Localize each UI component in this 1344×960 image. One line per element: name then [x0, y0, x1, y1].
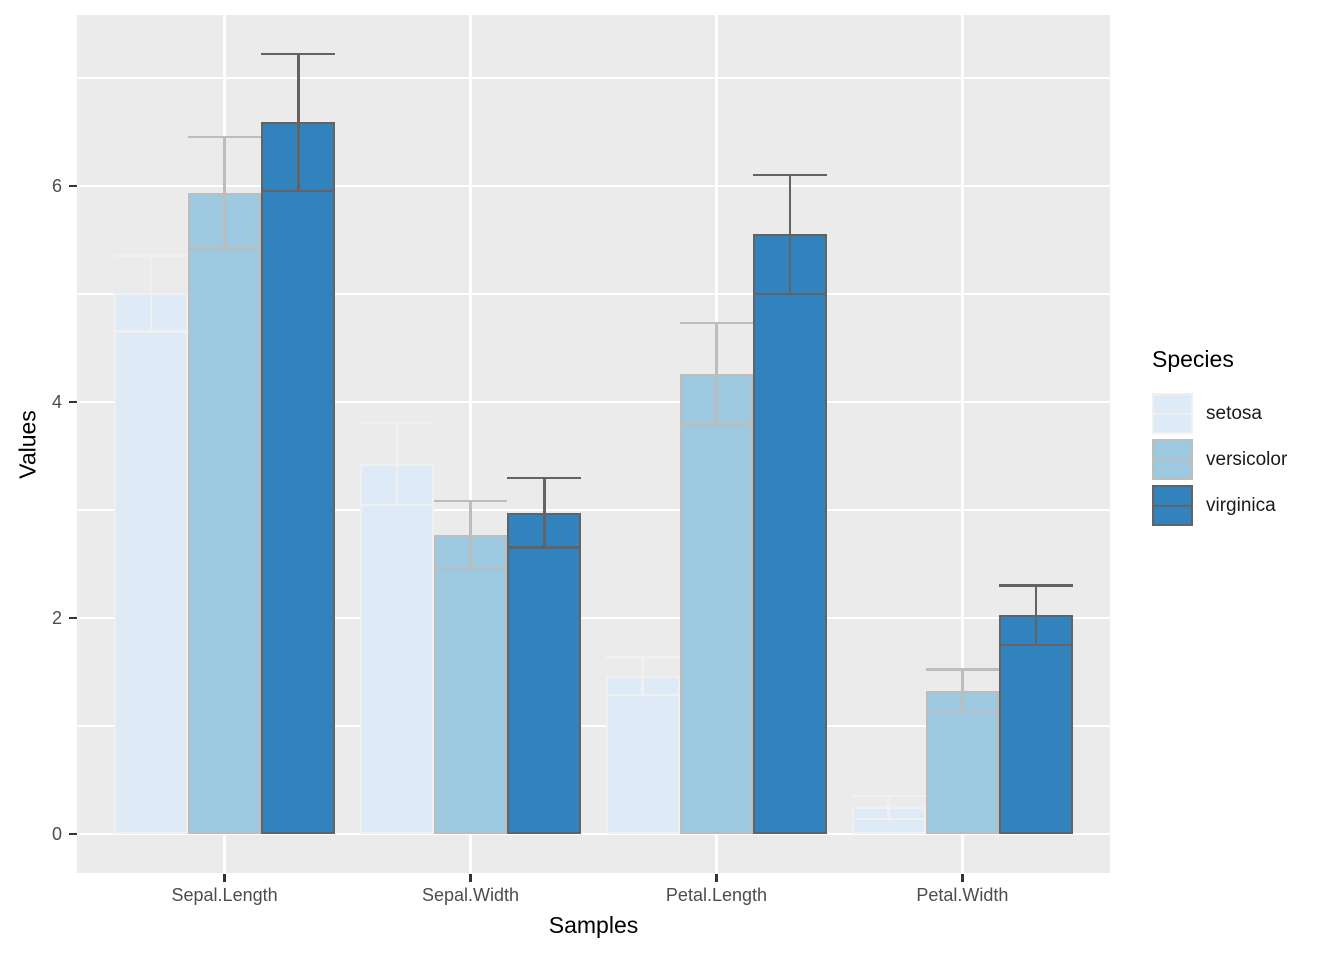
x-tick-label-sepal-length: Sepal.Length [171, 885, 278, 905]
gridline-major-petal-width [961, 15, 964, 873]
y-tick-label-4: 4 [51, 392, 62, 412]
y-tick-label-0: 0 [51, 824, 62, 844]
errorbar-setosa-petal-width-cap-bottom [851, 817, 926, 820]
errorbar-virginica-petal-width-cap-top [999, 584, 1074, 587]
bar-versicolor-petal-width [925, 690, 1000, 834]
x-tick-mark-sepal-length [223, 874, 226, 882]
errorbar-setosa-petal-width-line [887, 796, 890, 819]
errorbar-virginica-sepal-length-line [297, 53, 300, 192]
errorbar-versicolor-sepal-width-cap-top [433, 499, 508, 503]
x-tick-mark-petal-length [715, 874, 718, 882]
bar-virginica-sepal-length [261, 122, 336, 834]
errorbar-virginica-petal-width-line [1035, 585, 1038, 645]
legend-title: Species [1152, 346, 1234, 372]
legend-label-setosa: setosa [1206, 402, 1262, 424]
bar-versicolor-petal-length [679, 373, 754, 834]
errorbar-setosa-sepal-width-cap-bottom [359, 503, 434, 506]
y-tick-mark-6 [69, 184, 77, 188]
x-tick-label-petal-length: Petal.Length [665, 885, 768, 905]
gridline-major-y0 [77, 832, 1110, 836]
x-tick-mark-petal-width [961, 874, 964, 882]
gridline-major-sepal-width [469, 15, 472, 873]
y-tick-mark-4 [69, 400, 77, 404]
legend-key-versicolor [1152, 439, 1193, 480]
bar-virginica-petal-width [999, 615, 1074, 834]
errorbar-versicolor-sepal-width-line [469, 500, 472, 569]
errorbar-versicolor-sepal-length-cap-top [187, 135, 262, 139]
errorbar-virginica-petal-width-cap-bottom [999, 643, 1074, 647]
x-axis-title: Samples [548, 912, 639, 938]
y-tick-mark-0 [69, 832, 77, 836]
errorbar-virginica-sepal-length-cap-top [261, 52, 336, 55]
bar-versicolor-sepal-width [433, 534, 508, 834]
errorbar-setosa-petal-length-line [641, 657, 644, 695]
errorbar-virginica-sepal-width-cap-bottom [507, 546, 582, 549]
y-tick-label-6: 6 [51, 176, 62, 196]
legend-key-virginica [1152, 485, 1193, 526]
bar-setosa-petal-length [605, 676, 680, 834]
errorbar-versicolor-petal-length-line [715, 323, 718, 425]
errorbar-setosa-sepal-length-cap-bottom [113, 330, 188, 333]
x-tick-label-sepal-width: Sepal.Width [421, 885, 520, 905]
legend-item-versicolor: versicolor [1152, 439, 1344, 480]
errorbar-setosa-sepal-width-cap-top [359, 421, 434, 425]
errorbar-virginica-sepal-length-cap-bottom [261, 189, 336, 193]
bar-setosa-sepal-width [359, 463, 434, 834]
legend-key-errorbar-versicolor [1154, 458, 1191, 461]
errorbar-virginica-petal-length-cap-bottom [753, 292, 828, 296]
legend-item-virginica: virginica [1152, 485, 1344, 526]
errorbar-versicolor-sepal-length-cap-bottom [187, 247, 262, 250]
errorbar-versicolor-sepal-width-cap-bottom [433, 567, 508, 570]
errorbar-setosa-petal-width-cap-top [851, 794, 926, 798]
gridline-minor-y3 [77, 509, 1110, 511]
plot-panel [77, 15, 1110, 873]
legend-item-setosa: setosa [1152, 393, 1344, 434]
legend-key-setosa [1152, 393, 1193, 434]
errorbar-virginica-petal-length-cap-top [753, 173, 828, 176]
errorbar-versicolor-petal-length-cap-top [679, 321, 754, 325]
errorbar-setosa-petal-length-cap-top [605, 656, 680, 659]
y-tick-mark-2 [69, 616, 77, 620]
errorbar-setosa-sepal-length-line [149, 255, 152, 332]
errorbar-versicolor-sepal-length-line [223, 137, 226, 249]
gridline-minor-y7 [77, 77, 1110, 79]
bar-virginica-sepal-width [507, 512, 582, 834]
gridline-minor-y1 [77, 725, 1110, 727]
gridline-minor-y5 [77, 293, 1110, 295]
y-tick-label-2: 2 [51, 608, 62, 628]
bar-virginica-petal-length [753, 234, 828, 834]
legend-key-errorbar-virginica [1154, 504, 1191, 507]
x-tick-label-petal-width: Petal.Width [916, 885, 1009, 905]
legend-key-errorbar-setosa [1154, 412, 1191, 415]
legend-label-versicolor: versicolor [1206, 448, 1288, 470]
errorbar-virginica-sepal-width-cap-top [507, 476, 582, 480]
bar-setosa-sepal-length [113, 293, 188, 834]
gridline-major-y6 [77, 184, 1110, 188]
errorbar-virginica-sepal-width-line [543, 478, 546, 548]
errorbar-setosa-petal-length-cap-bottom [605, 693, 680, 697]
errorbar-versicolor-petal-width-line [961, 669, 964, 713]
errorbar-setosa-sepal-width-line [395, 422, 398, 505]
y-axis-title: Values [14, 410, 41, 479]
bar-versicolor-sepal-length [187, 192, 262, 834]
errorbar-virginica-petal-length-line [789, 174, 792, 294]
errorbar-versicolor-petal-length-cap-bottom [679, 423, 754, 426]
errorbar-setosa-sepal-length-cap-top [113, 254, 188, 257]
gridline-major-y4 [77, 400, 1110, 404]
gridline-major-y2 [77, 616, 1110, 620]
errorbar-versicolor-petal-width-cap-top [925, 668, 1000, 671]
legend: Species setosa versicolor virginica [1152, 346, 1344, 531]
errorbar-versicolor-petal-width-cap-bottom [925, 710, 1000, 714]
legend-label-virginica: virginica [1206, 494, 1276, 516]
x-tick-mark-sepal-width [469, 874, 472, 882]
